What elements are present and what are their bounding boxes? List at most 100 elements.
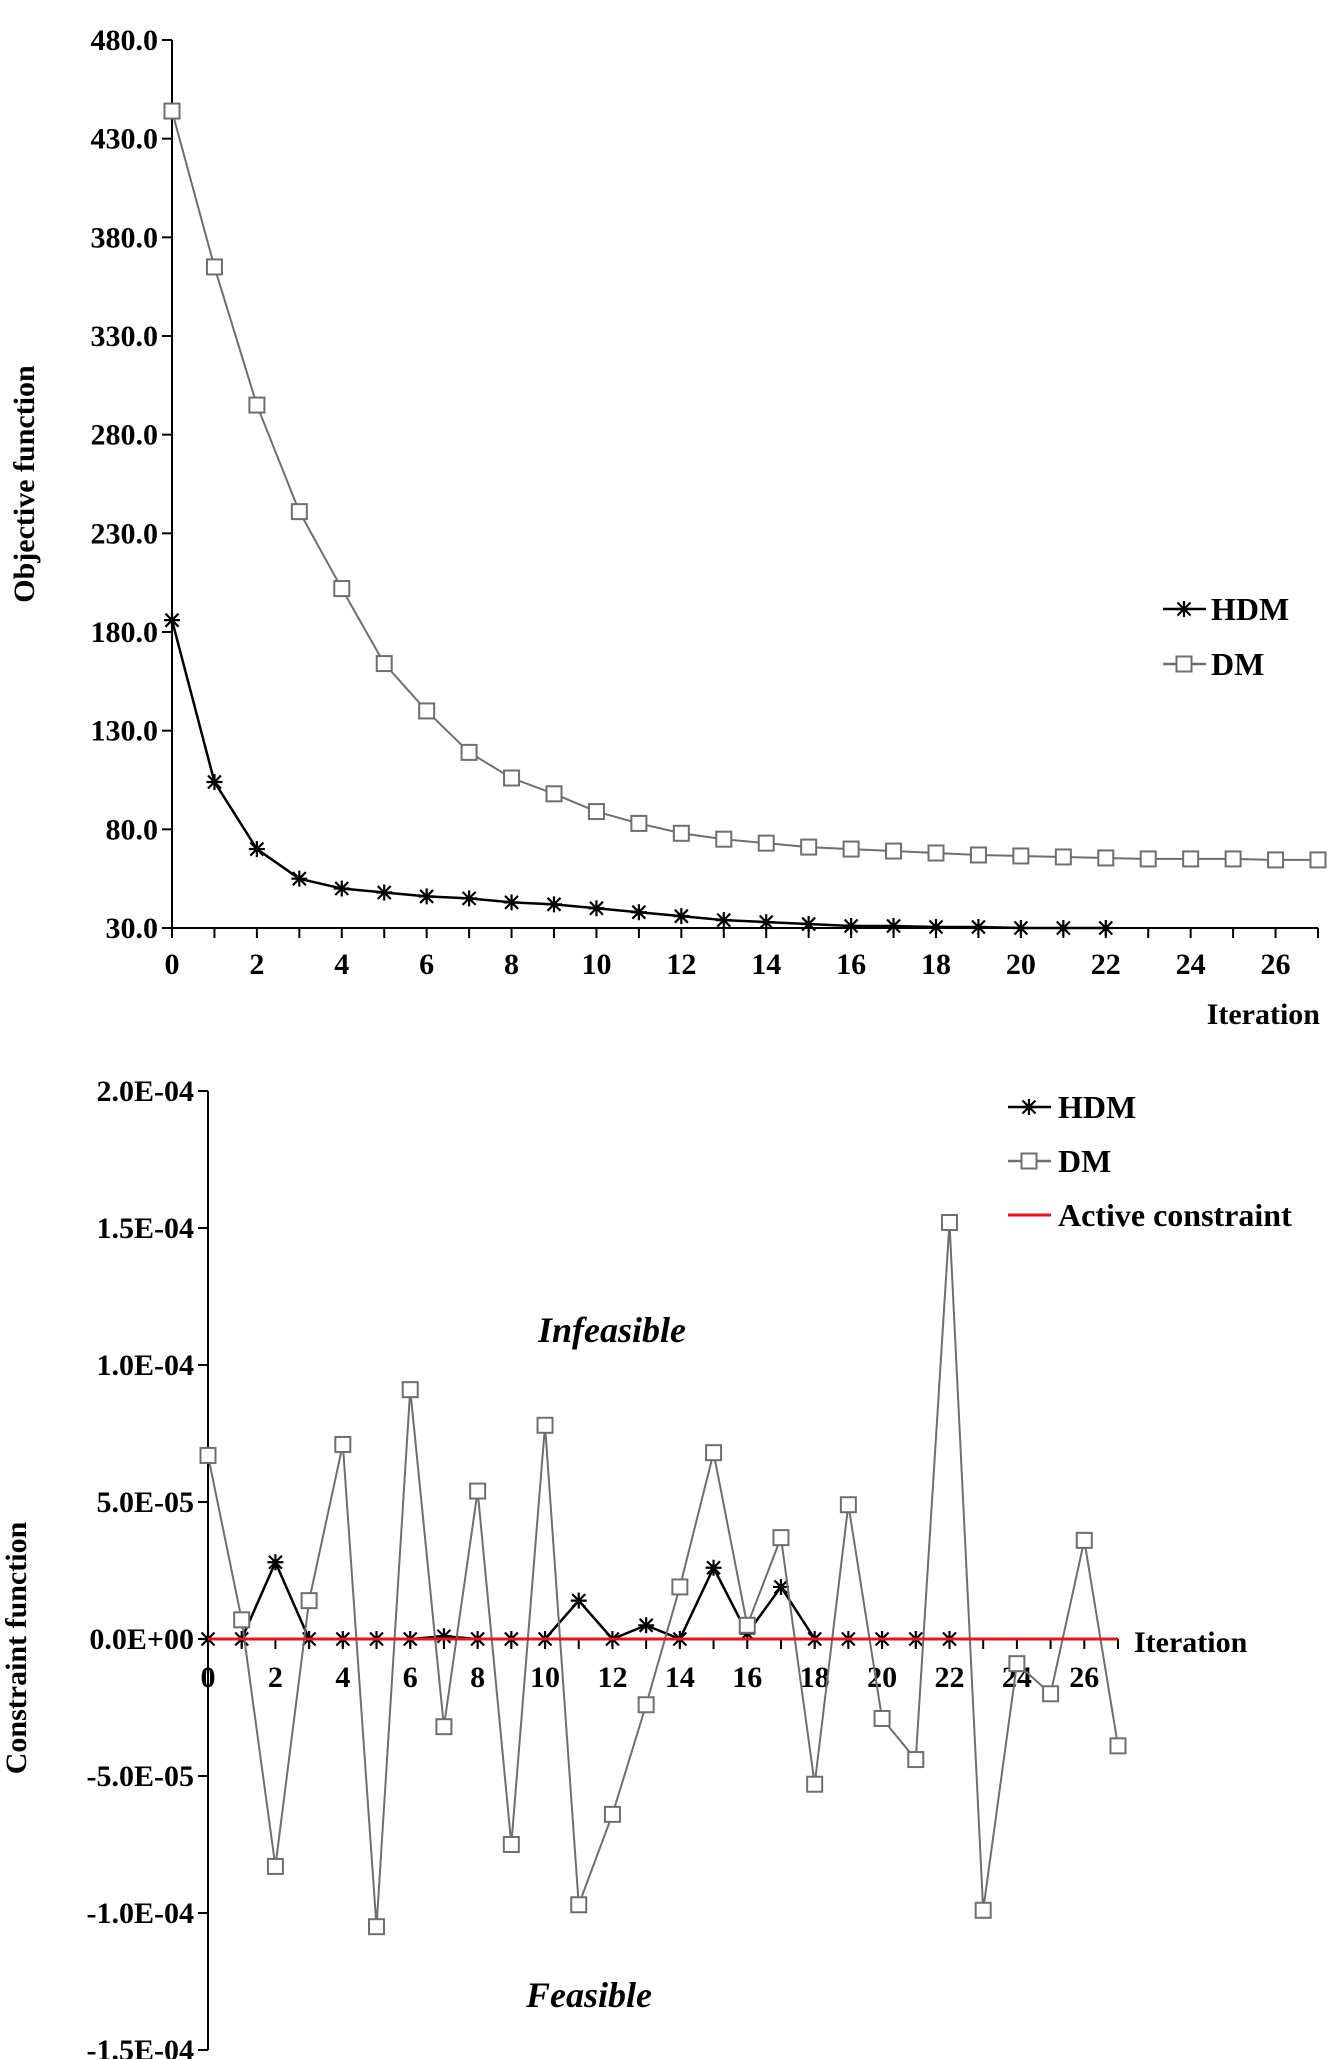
data-point-dm <box>1309 851 1327 869</box>
data-point-hdm <box>630 904 647 921</box>
data-point-hdm <box>885 918 902 935</box>
data-point-hdm <box>570 1592 587 1609</box>
objective-function-chart: 30.0 80.0 130.0 180.0 230.0 280.0 330.0 380.0 43… <box>8 24 1327 1031</box>
data-point-dm <box>738 1616 756 1634</box>
y-tick-label: 280.0 <box>91 419 159 452</box>
x-tick-label: 2 <box>249 948 264 981</box>
data-point-dm <box>199 1446 217 1464</box>
y-tick-label: 1.5E-04 <box>97 1212 195 1245</box>
y-tick-label: 230.0 <box>91 517 159 550</box>
x-tick-label: 16 <box>732 1661 762 1694</box>
x-tick-label: 16 <box>836 948 866 981</box>
x-tick-label: 26 <box>1069 1661 1099 1694</box>
y-tick-label: 380.0 <box>91 221 159 254</box>
y-tick-label: 30.0 <box>106 912 159 945</box>
y-tick-label: 180.0 <box>91 616 159 649</box>
data-point-dm <box>1109 1737 1127 1755</box>
x-tick-label: 2 <box>268 1661 283 1694</box>
data-point-dm <box>772 1529 790 1547</box>
y-tick-label: 0.0E+00 <box>89 1623 194 1656</box>
data-point-dm <box>587 803 605 821</box>
x-tick-label: 26 <box>1261 948 1291 981</box>
data-point-dm <box>1139 850 1157 868</box>
x-tick-label: 8 <box>470 1661 485 1694</box>
x-tick-label: 10 <box>581 948 611 981</box>
x-tick-label: 12 <box>666 948 696 981</box>
data-point-hdm <box>928 919 944 936</box>
legend-marker-dm <box>1020 1152 1038 1170</box>
data-point-hdm <box>772 1578 789 1595</box>
data-point-dm <box>800 838 818 856</box>
data-point-hdm <box>461 890 478 907</box>
data-point-dm <box>1267 851 1285 869</box>
data-point-dm <box>460 743 478 761</box>
legend-label-dm: DM <box>1058 1143 1111 1179</box>
x-axis-title: Iteration <box>1134 1626 1248 1659</box>
data-point-hdm <box>418 888 435 905</box>
legend-label-dm: DM <box>1211 646 1264 682</box>
y-axis-title: Objective function <box>8 365 41 603</box>
data-point-dm <box>1224 850 1242 868</box>
data-point-dm <box>163 102 181 120</box>
data-point-dm <box>1054 848 1072 866</box>
x-tick-label: 12 <box>597 1661 627 1694</box>
data-point-dm <box>469 1482 487 1500</box>
y-tick-label: 5.0E-05 <box>97 1486 195 1519</box>
y-tick-label: 1.0E-04 <box>97 1349 195 1382</box>
data-point-dm <box>233 1611 251 1629</box>
data-point-dm <box>637 1696 655 1714</box>
data-point-dm <box>885 842 903 860</box>
data-point-dm <box>907 1751 925 1769</box>
data-point-dm <box>630 814 648 832</box>
data-point-dm <box>401 1381 419 1399</box>
data-point-hdm <box>503 894 520 911</box>
x-tick-label: 14 <box>751 948 781 981</box>
constraint-function-chart: -1.5E-04 -1.0E-04 -5.0E-05 0.0E+00 5.0E-05 1.… <box>0 1075 1292 2059</box>
x-tick-label: 10 <box>530 1661 560 1694</box>
feasible-region-label: Feasible <box>525 1975 652 2015</box>
x-tick-label: 6 <box>403 1661 418 1694</box>
legend-label-hdm: HDM <box>1211 591 1289 627</box>
data-point-dm <box>570 1896 588 1914</box>
x-tick-label: 4 <box>335 1661 350 1694</box>
legend-marker-hdm <box>1021 1099 1037 1115</box>
x-tick-label: 4 <box>334 948 349 981</box>
data-point-dm <box>300 1592 318 1610</box>
data-point-dm <box>334 1435 352 1453</box>
data-point-dm <box>1097 849 1115 867</box>
legend-label-hdm: HDM <box>1058 1089 1136 1125</box>
data-point-dm <box>603 1805 621 1823</box>
data-point-dm <box>757 834 775 852</box>
infeasible-region-label: Infeasible <box>537 1310 686 1350</box>
data-point-hdm <box>333 880 350 897</box>
data-point-hdm <box>206 773 223 790</box>
data-point-dm <box>375 655 393 673</box>
data-point-hdm <box>248 841 265 858</box>
data-point-dm <box>974 1901 992 1919</box>
data-point-dm <box>842 840 860 858</box>
data-point-dm <box>368 1918 386 1936</box>
data-point-hdm <box>758 914 775 931</box>
x-tick-label: 24 <box>1176 948 1206 981</box>
data-point-dm <box>806 1775 824 1793</box>
data-point-dm <box>671 1578 689 1596</box>
data-point-hdm <box>843 918 860 935</box>
x-tick-label: 18 <box>921 948 951 981</box>
data-point-hdm <box>1097 920 1114 936</box>
data-point-hdm <box>267 1554 284 1571</box>
y-tick-label: 480.0 <box>91 24 159 57</box>
y-tick-label: -5.0E-05 <box>87 1760 195 1793</box>
series-line-hdm <box>170 619 1106 930</box>
data-point-dm <box>333 580 351 598</box>
legend-marker-dm <box>1175 655 1193 673</box>
data-point-hdm <box>164 612 180 629</box>
data-point-dm <box>205 258 223 276</box>
x-tick-label: 22 <box>934 1661 964 1694</box>
data-point-dm <box>672 824 690 842</box>
data-point-dm <box>418 702 436 720</box>
data-point-dm <box>503 769 521 787</box>
x-tick-label: 20 <box>867 1661 897 1694</box>
legend-marker-hdm <box>1176 601 1192 617</box>
x-axis-title: Iteration <box>1207 998 1321 1031</box>
data-point-hdm <box>291 870 308 887</box>
